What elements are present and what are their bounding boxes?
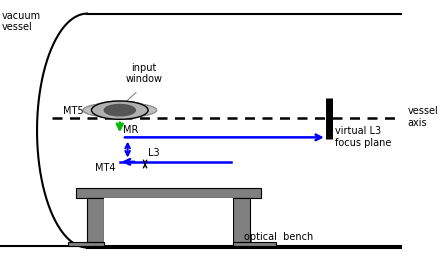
Text: MR: MR (123, 125, 139, 135)
Text: MT4: MT4 (95, 163, 115, 173)
Text: virtual L3
focus plane: virtual L3 focus plane (335, 126, 392, 148)
Bar (87, 198, 104, 242)
Bar (67, 242, 104, 246)
Bar (233, 198, 250, 242)
Ellipse shape (83, 103, 157, 118)
Bar (104, 198, 233, 242)
Ellipse shape (104, 104, 135, 116)
Text: vacuum
vessel: vacuum vessel (2, 11, 41, 32)
Text: optical  bench: optical bench (244, 232, 313, 242)
Text: MT5: MT5 (63, 106, 84, 116)
FancyBboxPatch shape (76, 188, 262, 198)
Ellipse shape (91, 101, 148, 119)
Text: vessel
axis: vessel axis (407, 106, 438, 128)
Bar (233, 242, 276, 246)
Text: input
window: input window (125, 63, 162, 84)
Text: L3: L3 (148, 148, 160, 158)
